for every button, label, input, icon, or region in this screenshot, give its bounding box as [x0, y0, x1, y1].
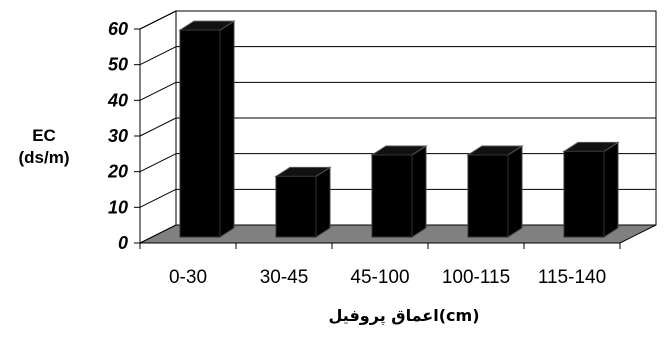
x-tick-label: 115-140 — [538, 267, 606, 288]
bar-115-140 — [563, 150, 605, 238]
bar-30-45 — [275, 175, 317, 238]
gridline-side — [139, 153, 177, 173]
bar-side-45-100 — [411, 145, 427, 238]
y-tick-label: 40 — [107, 90, 128, 110]
y-tick-label: 50 — [108, 55, 128, 75]
bar-side-115-140 — [603, 141, 619, 238]
gridline-side — [139, 117, 177, 137]
y-tick-label: 60 — [108, 19, 128, 39]
y-tick-label: 10 — [108, 197, 128, 217]
y-tick-label: 30 — [108, 126, 128, 146]
bar-side-0-30 — [219, 20, 235, 238]
x-tick-label: 0-30 — [169, 267, 207, 288]
bar-side-30-45 — [315, 166, 331, 238]
gridline-side — [139, 10, 177, 30]
x-tick-label: 30-45 — [260, 267, 309, 288]
x-axis-label: اعماق پروفيل(cm) — [328, 306, 480, 325]
gridline-side — [139, 81, 177, 101]
bar-45-100 — [371, 154, 413, 238]
y-axis-label-line1: EC — [32, 126, 56, 145]
x-tick-label: 45-100 — [350, 267, 409, 288]
y-tick-label: 0 — [118, 233, 128, 253]
bar-side-100-115 — [507, 145, 523, 238]
gridline-side — [139, 188, 177, 208]
y-tick-label: 20 — [107, 162, 128, 182]
bar-0-30 — [179, 29, 221, 238]
gridline-side — [139, 46, 177, 66]
bar-100-115 — [467, 154, 509, 238]
y-axis-label-line2: (ds/m) — [18, 148, 70, 167]
x-tick-label: 100-115 — [442, 267, 510, 288]
